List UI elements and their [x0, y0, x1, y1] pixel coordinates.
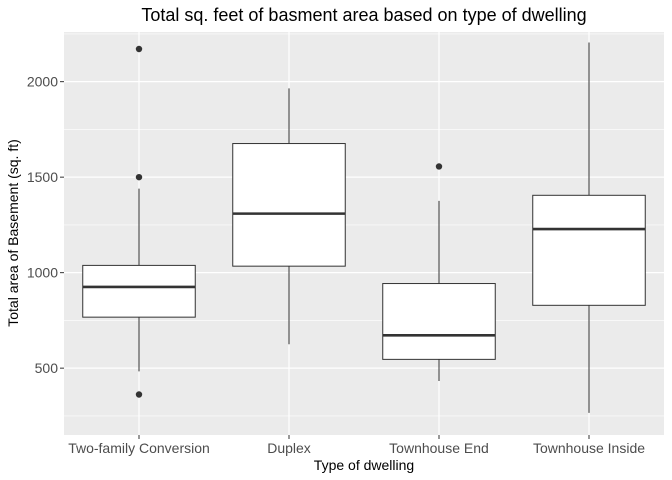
- iqr-box: [532, 194, 646, 306]
- outlier-point: [135, 173, 143, 181]
- chart-title: Total sq. feet of basment area based on …: [141, 5, 586, 25]
- x-axis: Two-family Conversion Duplex Townhouse End…: [68, 435, 645, 456]
- y-axis-title: Total area of Basement (sq. ft): [5, 139, 21, 327]
- x-tick-label: Townhouse End: [389, 440, 489, 456]
- y-tick-label: 2000: [27, 74, 58, 90]
- iqr-box: [382, 283, 496, 360]
- y-tick-label: 1000: [27, 265, 58, 281]
- x-axis-title: Type of dwelling: [314, 457, 414, 473]
- outlier-point: [135, 45, 143, 53]
- x-tick-label: Townhouse Inside: [533, 440, 645, 456]
- outlier-point: [435, 163, 443, 170]
- x-tick-label: Two-family Conversion: [68, 440, 210, 456]
- boxes: [82, 42, 646, 413]
- x-tick-label: Duplex: [267, 440, 311, 456]
- outlier-point: [135, 391, 143, 398]
- y-tick-label: 1500: [27, 169, 58, 185]
- iqr-box: [82, 264, 196, 318]
- box-0: [82, 45, 196, 398]
- box-1: [232, 88, 346, 345]
- box-2: [382, 163, 496, 381]
- box-3: [532, 42, 646, 413]
- y-axis: 500 1000 1500 2000: [27, 74, 64, 376]
- y-tick-label: 500: [35, 360, 59, 376]
- iqr-box: [232, 143, 346, 267]
